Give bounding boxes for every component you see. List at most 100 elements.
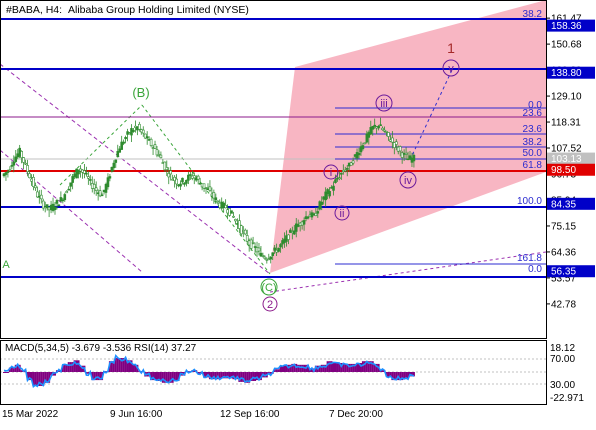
- y-tick-label: 129.10: [551, 92, 582, 103]
- macd-bar: [95, 372, 98, 381]
- macd-bar: [57, 370, 60, 372]
- candle: [149, 137, 153, 148]
- price-tag-bg: [547, 19, 595, 32]
- candle: [367, 130, 371, 145]
- candle: [355, 148, 359, 162]
- macd-bar: [273, 369, 276, 372]
- y-tick-label: 161.47: [551, 14, 582, 25]
- macd-bar: [263, 372, 266, 378]
- candle: [359, 141, 363, 156]
- macd-bar: [203, 372, 206, 378]
- candle: [357, 147, 361, 159]
- candle: [292, 225, 296, 236]
- fib-label-50: 50.0: [523, 148, 543, 159]
- macd-bar: [244, 372, 247, 383]
- macd-bar: [99, 372, 102, 381]
- macd-bar: [336, 362, 339, 372]
- candle: [100, 192, 104, 197]
- candle: [57, 204, 61, 207]
- candle: [163, 161, 167, 173]
- candle: [379, 117, 382, 126]
- macd-bar: [352, 363, 355, 372]
- fib-label-23-b: 23.6: [523, 124, 543, 135]
- candle: [65, 190, 69, 194]
- fib-label-161: 161.8: [517, 253, 542, 264]
- macd-bar: [157, 372, 160, 381]
- trend-line-3: [141, 104, 271, 275]
- candle: [32, 174, 35, 191]
- candle: [269, 256, 273, 264]
- candle: [28, 170, 31, 179]
- macd-bar: [234, 372, 237, 380]
- y-tick-label: 75.15: [551, 221, 576, 232]
- wave-projection-line: [409, 69, 453, 161]
- macd-bar: [20, 370, 23, 372]
- macd-bar: [220, 372, 223, 379]
- candle: [77, 169, 80, 179]
- macd-bar: [3, 372, 5, 373]
- macd-bar: [93, 372, 96, 381]
- rsi-line: [3, 353, 415, 388]
- candle: [145, 131, 149, 145]
- candle: [169, 166, 173, 181]
- price-tag-bg: [547, 197, 595, 210]
- macd-bar: [358, 363, 361, 372]
- macd-bar: [407, 372, 410, 380]
- macd-bar: [114, 358, 117, 372]
- price-tag-label: 158.36: [551, 21, 582, 32]
- candle: [287, 234, 290, 245]
- macd-bar: [16, 364, 19, 372]
- candle: [398, 145, 402, 157]
- candle: [187, 171, 190, 185]
- candle: [328, 187, 331, 199]
- macd-bar: [63, 364, 66, 372]
- candle: [232, 211, 235, 218]
- candle: [363, 142, 367, 145]
- macd-bar: [257, 372, 260, 381]
- candle: [257, 243, 261, 256]
- macd-bar: [44, 372, 47, 383]
- macd-bar: [134, 364, 137, 372]
- candles-group: [2, 117, 416, 264]
- macd-bar: [193, 370, 196, 372]
- macd-bar: [291, 363, 294, 372]
- candle: [263, 255, 267, 260]
- candle: [183, 182, 186, 187]
- wave-v-circle: [442, 59, 460, 77]
- macd-bar: [314, 365, 317, 372]
- macd-bar: [91, 372, 94, 381]
- macd-bar: [14, 364, 17, 372]
- macd-bar: [277, 369, 280, 372]
- candle: [122, 139, 125, 146]
- macd-bar: [299, 364, 302, 372]
- macd-tick-4: -22.971: [550, 393, 584, 404]
- macd-bar: [10, 367, 13, 372]
- macd-bar: [173, 372, 176, 381]
- macd-bar: [399, 372, 402, 381]
- candle: [45, 204, 49, 211]
- wave-label-ii: ii: [340, 208, 345, 220]
- macd-bar: [6, 372, 9, 373]
- candle: [114, 159, 118, 168]
- candle: [234, 218, 237, 225]
- macd-bar: [4, 372, 7, 373]
- candle: [204, 187, 208, 194]
- candle: [185, 179, 188, 187]
- candle: [8, 166, 12, 172]
- macd-bar: [289, 364, 292, 372]
- candle: [36, 186, 39, 198]
- wave-2-circle: [262, 296, 278, 312]
- candle: [279, 243, 282, 253]
- macd-bar: [110, 361, 113, 372]
- macd-bar: [79, 365, 82, 372]
- candle: [94, 181, 98, 196]
- macd-bar: [122, 358, 125, 372]
- macd-bar: [230, 372, 233, 379]
- candle: [59, 191, 63, 203]
- candle: [391, 131, 394, 149]
- macd-bar: [97, 372, 100, 381]
- candle: [343, 166, 347, 173]
- candle: [334, 174, 337, 184]
